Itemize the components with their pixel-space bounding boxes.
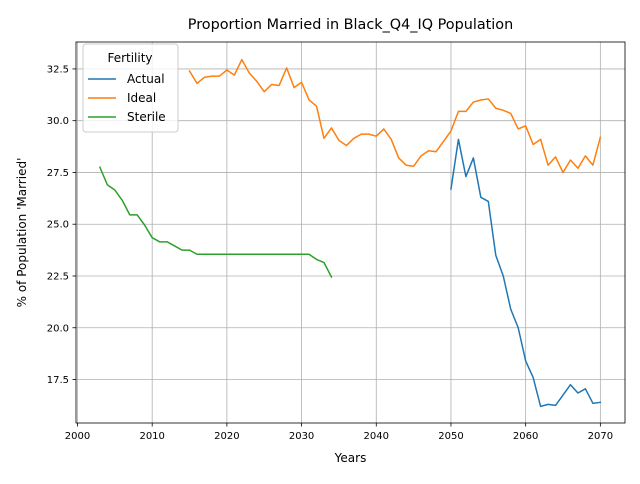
series-line-actual bbox=[450, 138, 602, 408]
legend-label-sterile: Sterile bbox=[127, 110, 166, 124]
legend: Fertility Actual Ideal Sterile bbox=[82, 43, 179, 133]
legend-box bbox=[82, 43, 179, 133]
y-tick-label: 32.5 bbox=[47, 64, 69, 75]
y-tick-label: 17.5 bbox=[47, 375, 69, 386]
x-axis-ticks: 2000 2010 2020 2030 2040 2050 2060 2070 bbox=[65, 423, 613, 442]
y-tick-label: 30.0 bbox=[47, 116, 69, 127]
y-axis-label: % of Population 'Married' bbox=[15, 158, 29, 308]
x-tick-label: 2040 bbox=[364, 431, 389, 442]
x-tick-label: 2070 bbox=[588, 431, 613, 442]
y-tick-label: 27.5 bbox=[47, 168, 69, 179]
x-axis-label: Years bbox=[334, 451, 367, 465]
series-line-sterile bbox=[98, 166, 333, 279]
x-tick-label: 2030 bbox=[289, 431, 314, 442]
legend-entries: Actual Ideal Sterile bbox=[88, 72, 166, 124]
x-tick-label: 2060 bbox=[513, 431, 538, 442]
x-tick-label: 2050 bbox=[438, 431, 463, 442]
legend-label-ideal: Ideal bbox=[127, 91, 156, 105]
x-tick-label: 2010 bbox=[139, 431, 164, 442]
series-lines bbox=[98, 58, 602, 408]
legend-label-actual: Actual bbox=[127, 72, 165, 86]
y-axis-ticks: 17.5 20.0 22.5 25.0 27.5 30.0 32.5 bbox=[47, 64, 76, 386]
chart-title: Proportion Married in Black_Q4_IQ Popula… bbox=[188, 17, 513, 33]
x-tick-label: 2000 bbox=[65, 431, 90, 442]
y-tick-label: 20.0 bbox=[47, 323, 69, 334]
y-tick-label: 25.0 bbox=[47, 220, 69, 231]
series-line-ideal bbox=[188, 58, 602, 174]
legend-title: Fertility bbox=[107, 51, 152, 65]
y-tick-label: 22.5 bbox=[47, 271, 69, 282]
plot-frame bbox=[75, 41, 626, 424]
x-tick-label: 2020 bbox=[214, 431, 239, 442]
